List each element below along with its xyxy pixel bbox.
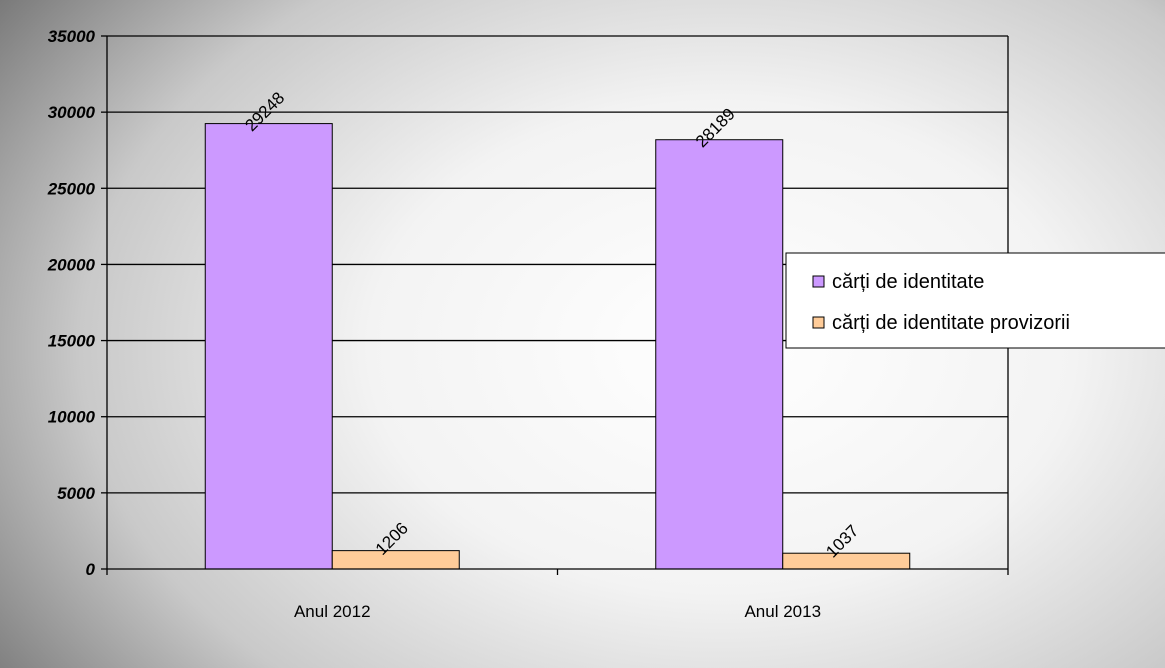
y-tick-label: 30000 (48, 103, 96, 122)
x-tick-label: Anul 2012 (294, 602, 371, 621)
y-tick-label: 5000 (57, 484, 95, 503)
y-tick-label: 0 (86, 560, 96, 579)
legend-label: cărți de identitate (832, 271, 984, 293)
bar-carti-de-identitate-1 (204, 123, 333, 570)
legend-label: cărți de identitate provizorii (832, 312, 1070, 334)
y-tick-label: 10000 (48, 408, 96, 427)
legend-box (785, 252, 1165, 349)
bar-carti-de-identitate-provizorii-1 (331, 550, 460, 570)
y-tick-label: 35000 (48, 27, 96, 46)
legend: cărți de identitate cărți de identitate p… (785, 252, 1165, 349)
bar-carti-de-identitate-2 (655, 139, 784, 570)
x-tick-label: Anul 2013 (744, 602, 821, 621)
bar-carti-de-identitate-provizorii-2 (782, 552, 911, 570)
y-tick-label: 25000 (47, 179, 96, 198)
y-tick-label: 20000 (47, 255, 96, 274)
legend-swatch (812, 275, 825, 288)
legend-swatch (812, 316, 825, 329)
y-tick-label: 15000 (48, 332, 96, 351)
